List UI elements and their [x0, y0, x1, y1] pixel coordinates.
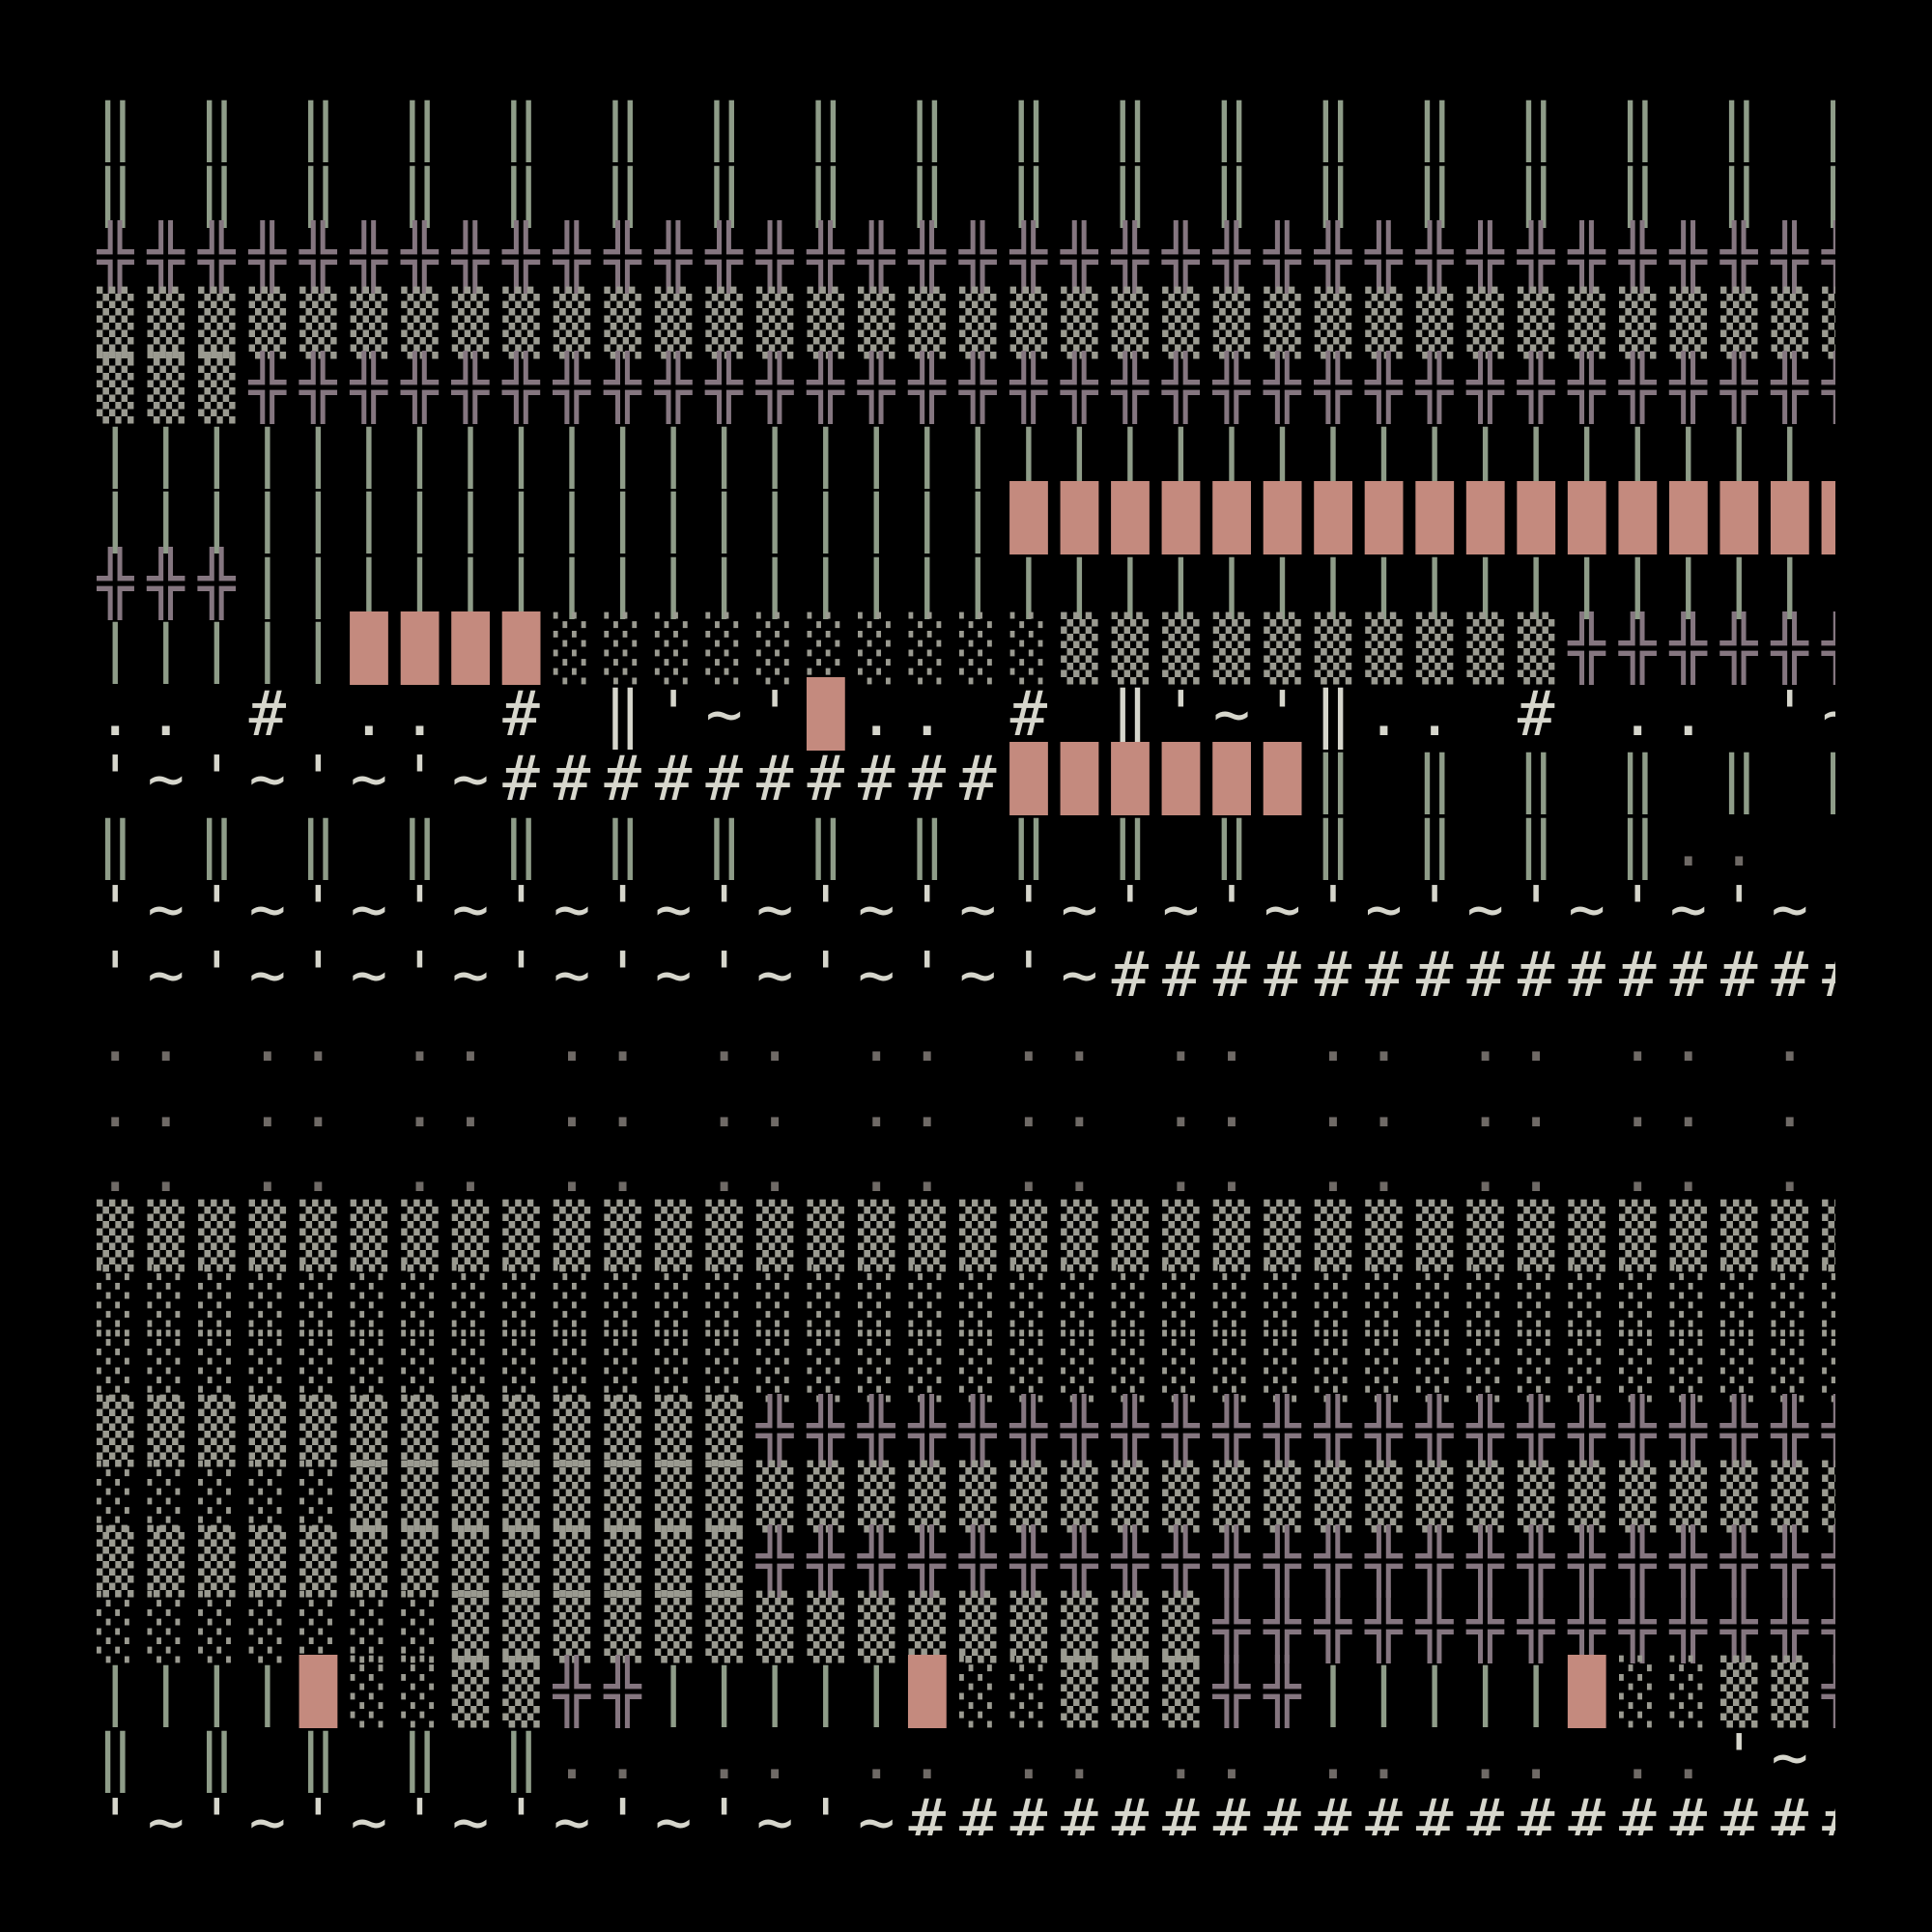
glyph-run: ╬╬╬╬╬╬╬╬╬╬ [1568, 613, 1835, 685]
glyph-row: .. # .. # ‖'~'█.. # ‖'~'‖.. # .. '~'‖'~#… [97, 684, 1835, 746]
glyph-run: ░░░░░░░░░░░░░░░░░░░░░░░░░░░░░░░░░░░░░░░ [97, 1330, 1835, 1403]
glyph-run: ▒▒▒▒▒▒▒▒▒▒▒▒▒▒▒▒▒▒▒▒▒▒▒▒▒▒▒▒▒▒▒▒▒▒▒▒▒▒▒ [97, 287, 1835, 359]
glyph-run: █ [1568, 1657, 1619, 1728]
glyph-run: ▒▒▒ [97, 353, 249, 424]
glyph-run: '~'~'~'~'~'~'~'~'~'~ [97, 939, 1112, 1011]
glyph-row: ░░░░░░░░░░░░░░░░░░░░░░░░░░░░░░░░░░░░░░░ [97, 1270, 1835, 1332]
glyph-run: ░░▒▒ [350, 1657, 554, 1728]
glyph-run: ▒▒▒▒▒▒▒▒▒▒▒▒▒ [97, 1526, 756, 1598]
glyph-row: ▒▒▒▒▒▒▒▒▒▒▒▒▒╬╬╬╬╬╬╬╬╬╬╬╬╬╬╬╬╬╬╬╬╬╬╬╬╬╬ [97, 1401, 1835, 1463]
glyph-run: .. .. .. .. .. .. .. .. .. .. .. .. .. .… [97, 1135, 1835, 1207]
glyph-row: ||||█░░▒▒╬╬|||||█░░▒▒▒╬╬|||||█░░▒▒╬╬╬|||… [97, 1662, 1835, 1723]
glyph-row: '~'~'~'~'~'~'~'~'~'~####################… [97, 945, 1835, 1007]
glyph-run: ╬╬╬ [1822, 1657, 1835, 1728]
glyph-run: ████ [350, 613, 554, 685]
glyph-run: █ [299, 1657, 351, 1728]
glyph-row: |||||████░░░░░░░░░░▒▒▒▒▒▒▒▒▒▒╬╬╬╬╬╬╬╬╬╬ [97, 618, 1835, 680]
glyph-run: ░░▒▒ [1618, 1657, 1823, 1728]
glyph-run: ||||| [654, 1657, 909, 1728]
glyph-run: ‖ ‖ ‖ ‖ ‖ ‖ ‖ ‖ ‖ ‖ ‖ ‖ ‖ ‖ ‖ ‖ [97, 809, 1670, 881]
glyph-run: ╬╬╬╬╬╬╬╬╬╬╬╬╬╬╬╬╬╬╬╬╬╬╬╬╬╬╬╬╬╬╬╬╬╬╬╬╬╬╬ [97, 222, 1835, 294]
glyph-run: ░░░░░░░░░░▒▒▒▒▒▒▒▒▒▒ [553, 613, 1569, 685]
glyph-run: ||||| [1314, 1657, 1569, 1728]
glyph-row: ▒▒▒▒▒▒▒▒▒▒▒▒▒╬╬╬╬╬╬╬╬╬╬╬╬╬╬╬╬╬╬╬╬╬╬╬╬╬╬ [97, 1531, 1835, 1593]
glyph-run: ‖ ‖ ‖ ‖ ‖ ‖ ‖ ‖ ‖ ‖ ‖ ‖ ‖ ‖ ‖ ‖ ‖ ‖ ‖ ‖ … [97, 156, 1835, 229]
glyph-run: ╬╬╬ [97, 548, 249, 620]
glyph-row: ||||||||||||||||||█████████████████░░░░░… [97, 488, 1835, 550]
glyph-row: .. .. .. .. .. .. .. .. .. .. .. .. .. .… [97, 1075, 1835, 1137]
glyph-run: ▒▒▒▒▒▒▒▒▒▒▒▒▒ [97, 1396, 756, 1467]
glyph-run: ||||||||||||||||||||||||||||||||||||||||… [97, 417, 1835, 490]
glyph-run: .. # ‖'~'‖.. # .. '~'‖'~# .. '~'‖.. # ‖'… [857, 678, 1835, 751]
glyph-run: ||||| [97, 613, 351, 685]
glyph-run: '~'~'~'~'~'~'~'~ [1720, 1721, 1835, 1794]
glyph-run: ╬╬╬╬╬╬╬╬╬╬╬╬╬ [1212, 1591, 1835, 1663]
glyph-row: '~'~'~'~'~'~'~'~########################… [97, 1792, 1835, 1835]
glyph-run: '~'~'~'~'~'~'~'~########################… [97, 1787, 1835, 1835]
glyph-run: .. .. .. .. .. .. .. .. .. .. .. .. .. .… [97, 1005, 1835, 1076]
glyph-row: ▒▒▒▒▒▒▒▒▒▒▒▒▒▒▒▒▒▒▒▒▒▒▒▒▒▒▒▒▒▒▒▒▒▒▒▒▒▒▒ [97, 1206, 1835, 1267]
glyph-run: █████████████████ [1009, 483, 1835, 554]
glyph-row: '~'~'~'~##########██████‖ ‖ ‖ ‖ ‖ ‖ ‖ ‖ … [97, 749, 1835, 810]
glyph-row: ░░░░░▒▒▒▒▒▒▒▒▒▒▒▒▒▒▒▒▒▒▒▒▒▒▒▒▒▒▒▒▒▒▒▒▒▒ [97, 1466, 1835, 1528]
glyph-run: ░░▒▒▒ [959, 1657, 1213, 1728]
glyph-run: ██████ [1009, 744, 1315, 815]
glyph-run: .. # .. # ‖'~' [97, 678, 808, 751]
glyph-row: .. .. .. .. .. .. .. .. .. .. .. .. .. .… [97, 1009, 1835, 1071]
glyph-run: ╬╬ [1212, 1657, 1315, 1728]
glyph-row: ▒▒▒▒▒▒▒▒▒▒▒▒▒▒▒▒▒▒▒▒▒▒▒▒▒▒▒▒▒▒▒▒▒▒▒▒▒▒▒ [97, 293, 1835, 355]
glyph-run: ╬╬╬╬╬╬╬╬╬╬╬╬╬╬╬╬╬╬╬╬╬╬╬╬╬╬ [755, 1526, 1835, 1598]
glyph-run: ╬╬╬╬╬╬╬╬╬╬╬╬╬╬╬╬╬╬╬╬╬╬╬╬╬╬╬╬╬╬╬╬╬╬╬╬ [248, 353, 1835, 424]
glyph-row: .. .. .. .. .. .. .. .. .. .. .. .. .. .… [97, 1140, 1835, 1202]
glyph-run: |||||||||||||||||| [97, 483, 1010, 554]
glyph-row: ‖ ‖ ‖ ‖ ‖.. .. .. .. .. .. .. ..'~'~'~'~… [97, 1727, 1835, 1789]
glyph-run: █ [908, 1657, 960, 1728]
glyph-run: ▒▒▒▒▒▒▒▒▒▒▒▒▒▒▒▒▒▒▒▒▒▒▒▒▒▒▒▒▒▒▒▒▒▒▒▒▒▒▒ [97, 1200, 1835, 1272]
glyph-run: ░░░░░░░░░░░░░░░░░░░░░░░░░░░░░░░░░░░░░░░ [97, 1265, 1835, 1337]
glyph-row: ‖ ‖ ‖ ‖ ‖ ‖ ‖ ‖ ‖ ‖ ‖ ‖ ‖ ‖ ‖ ‖ ‖ ‖ ‖ ‖ … [97, 162, 1835, 224]
glyph-run: .. .. .. .. .. .. .. .. .. .. .. .. .. .… [1669, 809, 1835, 881]
glyph-row: ▒▒▒╬╬╬╬╬╬╬╬╬╬╬╬╬╬╬╬╬╬╬╬╬╬╬╬╬╬╬╬╬╬╬╬╬╬╬╬ [97, 357, 1835, 419]
glyph-run: |||| [97, 1657, 300, 1728]
glyph-row: ╬╬╬|||||||||||||||||||||||||||||||||||||… [97, 554, 1835, 615]
glyph-run: '~'~'~'~'~'~'~'~'~'~'~'~'~'~'~'~'~'~'~ [97, 874, 1835, 946]
glyph-run: ‖ ‖ ‖ ‖ ‖ [97, 1721, 554, 1794]
glyph-row: '~'~'~'~'~'~'~'~'~'~'~'~'~'~'~'~'~'~'~##… [97, 879, 1835, 941]
glyph-run: '~'~'~'~########## [97, 744, 1010, 815]
glyph-run: ░░░░░▒▒▒▒▒▒▒▒▒▒▒▒▒▒▒▒▒▒▒▒▒▒▒▒▒▒▒▒▒▒▒▒▒▒ [97, 1461, 1835, 1533]
glyph-run: ‖ ‖ ‖ ‖ ‖ ‖ ‖ ‖ ‖ ‖ ‖ [1314, 744, 1835, 815]
glyph-row: ░░░░░░░░░░░░░░░░░░░░░░░░░░░░░░░░░░░░░░░ [97, 1336, 1835, 1398]
glyph-run: .. .. .. .. .. .. .. .. .. .. .. .. .. .… [97, 1069, 1835, 1142]
glyph-run: ||||||||||||||||||||||||||||||||||||||||… [248, 548, 1835, 620]
glyph-run: .. .. .. .. .. .. .. .. [553, 1721, 1720, 1794]
glyph-run: ░░░░░░░▒▒▒▒▒▒▒▒▒▒▒▒▒▒▒ [97, 1591, 1213, 1663]
glyph-run: ‖ ‖ ‖ ‖ ‖ ‖ ‖ ‖ ‖ ‖ ‖ ‖ ‖ ‖ ‖ ‖ ‖ ‖ ‖ ‖ … [97, 97, 1835, 163]
glyph-row: ╬╬╬╬╬╬╬╬╬╬╬╬╬╬╬╬╬╬╬╬╬╬╬╬╬╬╬╬╬╬╬╬╬╬╬╬╬╬╬ [97, 227, 1835, 289]
glyph-run: █ [807, 678, 858, 751]
glyph-row: ‖ ‖ ‖ ‖ ‖ ‖ ‖ ‖ ‖ ‖ ‖ ‖ ‖ ‖ ‖ ‖ ‖ ‖ ‖ ‖ … [97, 97, 1835, 158]
glyph-run: ╬╬╬╬╬╬╬╬╬╬╬╬╬╬╬╬╬╬╬╬╬╬╬╬╬╬ [755, 1396, 1835, 1467]
glyph-run: ############################## [1111, 939, 1835, 1011]
glyph-row: ||||||||||||||||||||||||||||||||||||||||… [97, 423, 1835, 485]
glyph-row: ‖ ‖ ‖ ‖ ‖ ‖ ‖ ‖ ‖ ‖ ‖ ‖ ‖ ‖ ‖ ‖.. .. .. … [97, 814, 1835, 876]
glyph-run: ╬╬ [553, 1657, 655, 1728]
ascii-canvas: ‖ ‖ ‖ ‖ ‖ ‖ ‖ ‖ ‖ ‖ ‖ ‖ ‖ ‖ ‖ ‖ ‖ ‖ ‖ ‖ … [97, 97, 1835, 1835]
glyph-row: ░░░░░░░▒▒▒▒▒▒▒▒▒▒▒▒▒▒▒╬╬╬╬╬╬╬╬╬╬╬╬╬|||||… [97, 1597, 1835, 1659]
